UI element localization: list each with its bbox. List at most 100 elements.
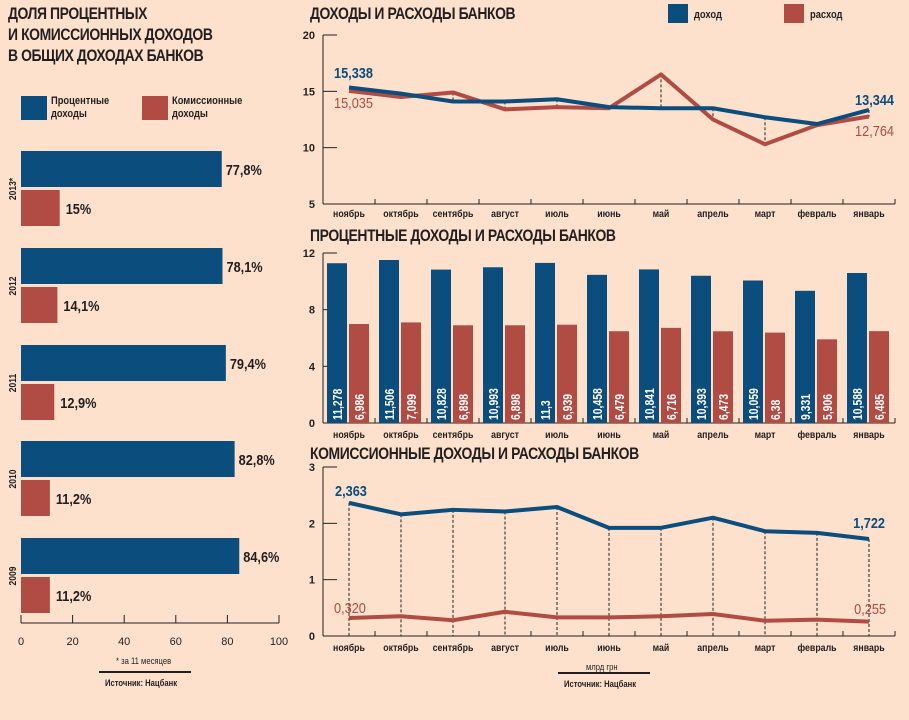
bar-label-expense: 6,716	[665, 394, 679, 420]
bar-label-interest: 78,1%	[226, 258, 262, 275]
x-tick-label: октябрь	[383, 641, 419, 653]
category-label: 2012	[7, 277, 18, 296]
left-title-line: И КОМИССИОННЫХ ДОХОДОВ	[8, 25, 213, 44]
bar-income	[743, 280, 763, 423]
bar-income	[431, 269, 451, 423]
legend-label-line: Процентные	[51, 95, 110, 107]
bar-label-income: 10,841	[643, 388, 657, 420]
bar-expense	[453, 325, 473, 423]
legend-swatch-income	[668, 4, 688, 23]
bar-income	[327, 263, 347, 423]
legend-label-expense: расход	[810, 9, 843, 21]
bar-label-expense: 6,986	[353, 394, 367, 420]
footnote: * за 11 месяцев	[116, 656, 172, 666]
bar-label-income: 11,278	[331, 388, 345, 420]
legend-swatch-expense	[784, 4, 804, 23]
bar-expense	[765, 332, 785, 423]
bar-label-commission: 14,1%	[63, 297, 99, 314]
x-tick-label: июнь	[597, 641, 621, 653]
bar-label-interest: 79,4%	[230, 355, 266, 372]
bar-interest	[21, 345, 226, 381]
x-tick-label: 80	[221, 636, 233, 648]
bar-label-expense: 6,473	[717, 394, 731, 420]
bar-commission	[21, 384, 55, 420]
y-tick-label: 5	[309, 199, 315, 211]
bar-expense	[609, 331, 629, 423]
bar-label-commission: 12,9%	[60, 394, 96, 411]
end-label-expense: 15,035	[334, 94, 373, 111]
bar-interest	[21, 538, 240, 574]
bar-expense	[505, 325, 525, 423]
end-label-income: 2,363	[335, 482, 367, 499]
x-tick-label: апрель	[697, 428, 729, 440]
bar-label-income: 11,506	[383, 388, 397, 420]
commission-chart-title: КОМИССИОННЫЕ ДОХОДЫ И РАСХОДЫ БАНКОВ	[310, 444, 639, 463]
x-tick-label: март	[755, 207, 776, 219]
bar-commission	[21, 577, 50, 613]
end-label-income: 15,338	[334, 64, 373, 81]
x-tick-label: сентябрь	[433, 207, 474, 219]
bar-expense	[401, 322, 421, 423]
x-tick-label: август	[491, 428, 519, 440]
x-tick-label: май	[653, 428, 670, 440]
y-tick-label: 10	[303, 143, 315, 155]
bar-income	[483, 267, 503, 423]
x-tick-label: март	[755, 641, 776, 653]
bar-label-commission: 11,2%	[56, 587, 91, 604]
y-tick-label: 12	[303, 248, 315, 260]
bar-label-expense: 6,939	[561, 394, 575, 420]
bar-label-expense: 6,485	[873, 394, 887, 420]
x-tick-label: январь	[853, 641, 885, 653]
end-label-income: 1,722	[853, 514, 885, 531]
legend-label-line: доходы	[172, 108, 208, 120]
bar-income	[587, 274, 607, 423]
legend-label-interest: Процентные доходы	[51, 95, 109, 121]
x-tick-label: январь	[853, 428, 885, 440]
category-label: 2010	[7, 470, 18, 489]
y-tick-label: 0	[309, 631, 315, 643]
x-tick-label: октябрь	[383, 428, 419, 440]
bar-income	[847, 273, 867, 423]
left-title-line: ДОЛЯ ПРОЦЕНТНЫХ	[8, 4, 148, 23]
y-tick-label: 15	[303, 86, 315, 98]
bar-income	[691, 275, 711, 423]
bar-label-income: 9,331	[799, 394, 813, 420]
x-tick-label: апрель	[697, 207, 729, 219]
left-title: ДОЛЯ ПРОЦЕНТНЫХ И КОМИССИОННЫХ ДОХОДОВ В…	[8, 3, 213, 66]
x-tick-label: ноябрь	[333, 428, 365, 440]
x-tick-label: 20	[66, 636, 78, 648]
x-tick-label: апрель	[697, 641, 729, 653]
x-tick-label: февраль	[797, 207, 836, 219]
legend-label-income: доход	[694, 9, 722, 21]
x-tick-label: 0	[18, 636, 24, 648]
bar-label-interest: 84,6%	[243, 548, 279, 565]
bar-label-income: 10,993	[487, 388, 501, 420]
x-tick-label: ноябрь	[333, 207, 365, 219]
left-title-line: В ОБЩИХ ДОХОДАХ БАНКОВ	[8, 46, 204, 65]
y-tick-label: 4	[309, 361, 316, 373]
x-tick-label: май	[653, 641, 670, 653]
bar-commission	[21, 190, 60, 226]
y-tick-label: 1	[309, 575, 315, 587]
end-label-expense: 0,255	[854, 600, 886, 617]
bar-interest	[21, 441, 235, 477]
bar-label-income: 11,3	[539, 400, 553, 420]
x-tick-label: август	[491, 641, 519, 653]
bar-expense	[869, 331, 889, 423]
x-tick-label: 40	[118, 636, 130, 648]
legend-swatch-commission	[142, 96, 168, 120]
y-tick-label: 20	[303, 30, 315, 42]
bar-label-income: 10,059	[747, 388, 761, 420]
left-source: Источник: Нацбанк	[105, 678, 178, 688]
bar-expense	[713, 331, 733, 423]
x-tick-label: июль	[545, 428, 569, 440]
bar-expense	[349, 324, 369, 423]
bar-commission	[21, 480, 50, 516]
legend-swatch-interest	[21, 96, 47, 120]
unit-label: млрд грн	[586, 662, 618, 672]
legend-label-commission: Комиссионные доходы	[172, 95, 242, 121]
x-tick-label: март	[755, 428, 776, 440]
